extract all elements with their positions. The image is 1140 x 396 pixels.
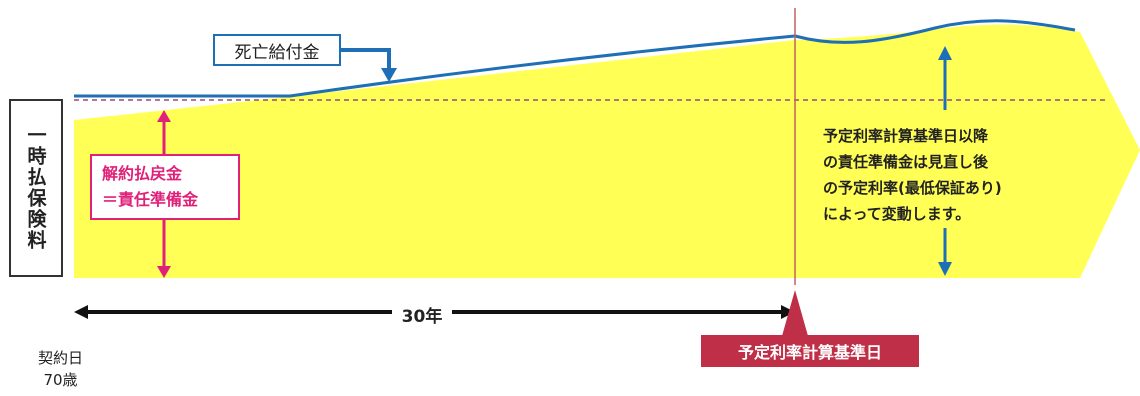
death-benefit-pointer	[341, 48, 397, 82]
note-line: の責任準備金は見直し後	[823, 153, 989, 171]
reserve-area	[74, 24, 1140, 279]
contract-date-block: 契約日 70歳	[38, 347, 83, 391]
base-date-label: 予定利率計算基準日	[701, 335, 919, 367]
contract-age-label: 70歳	[43, 371, 78, 389]
note-line: の予定利率(最低保証あり)	[823, 179, 1002, 197]
death-benefit-box: 死亡給付金	[213, 34, 341, 66]
single-premium-box: 一時払保険料	[9, 99, 63, 277]
variable-reserve-arrow-bottom	[938, 228, 952, 276]
period-label: 30年	[392, 302, 452, 327]
single-premium-label: 一時払保険料	[24, 125, 47, 251]
death-benefit-label: 死亡給付金	[234, 42, 320, 63]
surrender-value-box: 解約払戻金 ＝責任準備金	[90, 154, 240, 220]
contract-date-label: 契約日	[38, 349, 84, 367]
base-date-pointer	[782, 290, 808, 336]
surrender-label-line1: 解約払戻金	[102, 164, 183, 183]
variable-reserve-arrow-top	[938, 46, 952, 110]
note-line: によって変動します。	[823, 205, 971, 223]
variable-reserve-note: 予定利率計算基準日以降 の責任準備金は見直し後 の予定利率(最低保証あり) によ…	[823, 123, 1002, 227]
surrender-label-line2: ＝責任準備金	[102, 190, 199, 209]
note-line: 予定利率計算基準日以降	[823, 127, 989, 145]
base-date-label-text: 予定利率計算基準日	[737, 343, 882, 362]
